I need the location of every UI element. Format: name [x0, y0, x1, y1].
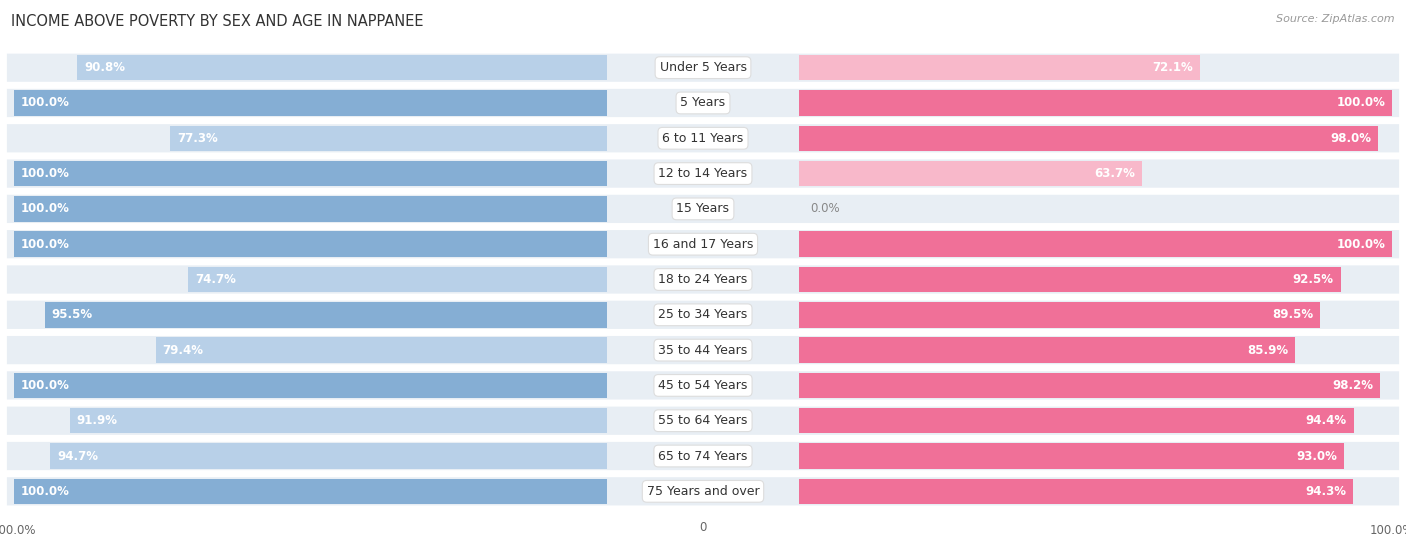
Bar: [170, 126, 606, 151]
Text: 100.0%: 100.0%: [21, 202, 69, 215]
Text: 98.0%: 98.0%: [1330, 132, 1371, 145]
Text: 94.7%: 94.7%: [58, 449, 98, 462]
Text: 100.0%: 100.0%: [21, 167, 69, 180]
Text: 15 Years: 15 Years: [676, 202, 730, 215]
Text: 0: 0: [699, 520, 707, 534]
Text: 98.2%: 98.2%: [1331, 379, 1372, 392]
Bar: [188, 267, 606, 292]
Text: 94.4%: 94.4%: [1306, 414, 1347, 427]
Text: 90.8%: 90.8%: [84, 61, 125, 74]
Text: 25 to 34 Years: 25 to 34 Years: [658, 309, 748, 321]
Text: 100.0%: 100.0%: [21, 238, 69, 250]
Bar: [800, 302, 1320, 328]
Bar: [14, 161, 606, 186]
Text: 89.5%: 89.5%: [1272, 309, 1313, 321]
FancyBboxPatch shape: [7, 371, 1399, 400]
Text: Source: ZipAtlas.com: Source: ZipAtlas.com: [1277, 14, 1395, 24]
Bar: [800, 267, 1340, 292]
Text: 85.9%: 85.9%: [1247, 344, 1288, 357]
FancyBboxPatch shape: [7, 266, 1399, 293]
Text: INCOME ABOVE POVERTY BY SEX AND AGE IN NAPPANEE: INCOME ABOVE POVERTY BY SEX AND AGE IN N…: [11, 14, 423, 29]
FancyBboxPatch shape: [7, 159, 1399, 188]
Text: Under 5 Years: Under 5 Years: [659, 61, 747, 74]
Text: 45 to 54 Years: 45 to 54 Years: [658, 379, 748, 392]
Text: 6 to 11 Years: 6 to 11 Years: [662, 132, 744, 145]
Bar: [14, 231, 606, 257]
Bar: [800, 443, 1344, 469]
Bar: [14, 479, 606, 504]
Text: 72.1%: 72.1%: [1153, 61, 1194, 74]
Bar: [800, 161, 1142, 186]
Bar: [800, 408, 1354, 433]
Bar: [800, 90, 1392, 116]
Text: 100.0%: 100.0%: [21, 97, 69, 110]
Bar: [77, 55, 606, 80]
Bar: [70, 408, 606, 433]
Text: 63.7%: 63.7%: [1094, 167, 1135, 180]
Text: 65 to 74 Years: 65 to 74 Years: [658, 449, 748, 462]
Text: 12 to 14 Years: 12 to 14 Years: [658, 167, 748, 180]
Text: 91.9%: 91.9%: [76, 414, 118, 427]
Text: 94.3%: 94.3%: [1305, 485, 1346, 498]
Text: 95.5%: 95.5%: [52, 309, 93, 321]
FancyBboxPatch shape: [7, 195, 1399, 223]
Bar: [800, 126, 1378, 151]
Text: 100.0%: 100.0%: [1337, 238, 1385, 250]
Text: 92.5%: 92.5%: [1292, 273, 1334, 286]
Text: 0.0%: 0.0%: [810, 202, 839, 215]
Text: 35 to 44 Years: 35 to 44 Years: [658, 344, 748, 357]
Text: 100.0%: 100.0%: [1337, 97, 1385, 110]
FancyBboxPatch shape: [7, 406, 1399, 435]
Text: 5 Years: 5 Years: [681, 97, 725, 110]
FancyBboxPatch shape: [7, 301, 1399, 329]
Text: 100.0%: 100.0%: [21, 379, 69, 392]
FancyBboxPatch shape: [7, 442, 1399, 470]
Text: 93.0%: 93.0%: [1296, 449, 1337, 462]
Text: 74.7%: 74.7%: [195, 273, 236, 286]
Bar: [45, 302, 606, 328]
Bar: [800, 231, 1392, 257]
FancyBboxPatch shape: [7, 336, 1399, 364]
Bar: [800, 479, 1353, 504]
Bar: [800, 55, 1199, 80]
Text: 75 Years and over: 75 Years and over: [647, 485, 759, 498]
Bar: [156, 338, 606, 363]
Text: 18 to 24 Years: 18 to 24 Years: [658, 273, 748, 286]
FancyBboxPatch shape: [7, 89, 1399, 117]
FancyBboxPatch shape: [7, 477, 1399, 505]
FancyBboxPatch shape: [7, 54, 1399, 82]
FancyBboxPatch shape: [7, 124, 1399, 153]
Bar: [14, 90, 606, 116]
Bar: [800, 338, 1295, 363]
Text: 55 to 64 Years: 55 to 64 Years: [658, 414, 748, 427]
Bar: [51, 443, 606, 469]
Bar: [800, 373, 1379, 398]
FancyBboxPatch shape: [7, 230, 1399, 258]
Bar: [14, 373, 606, 398]
Bar: [14, 196, 606, 221]
Text: 100.0%: 100.0%: [21, 485, 69, 498]
Text: 16 and 17 Years: 16 and 17 Years: [652, 238, 754, 250]
Text: 79.4%: 79.4%: [163, 344, 204, 357]
Text: 77.3%: 77.3%: [177, 132, 218, 145]
